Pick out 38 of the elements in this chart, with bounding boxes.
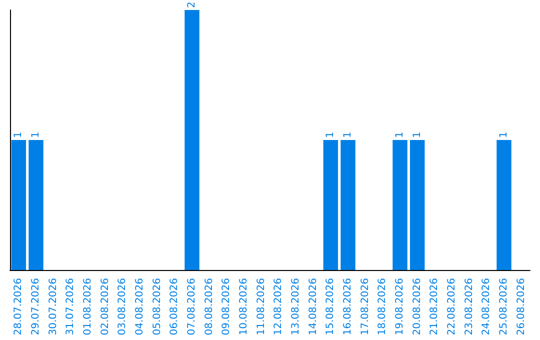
x-tick-label: 15.08.2026 xyxy=(325,278,336,336)
x-tick-label: 29.07.2026 xyxy=(30,278,42,336)
x-tick-label: 03.08.2026 xyxy=(117,278,128,336)
x-tick-label: 26.08.2026 xyxy=(516,278,527,336)
x-tick-label: 10.08.2026 xyxy=(238,278,250,336)
x-tick-label: 16.08.2026 xyxy=(342,278,354,336)
x-tick-label: 07.08.2026 xyxy=(186,278,198,336)
x-tick-label: 28.07.2026 xyxy=(13,278,24,336)
x-tick-label: 25.08.2026 xyxy=(498,278,510,336)
x-tick-label: 06.08.2026 xyxy=(169,278,180,336)
x-tick-label: 30.07.2026 xyxy=(48,278,59,336)
x-tick-label: 23.08.2026 xyxy=(464,278,475,336)
x-tick-label: 22.08.2026 xyxy=(446,278,458,336)
data-label: 1 xyxy=(394,132,406,138)
x-tick-label: 12.08.2026 xyxy=(273,278,284,336)
x-tick-label: 09.08.2026 xyxy=(221,278,232,336)
data-label: 1 xyxy=(30,132,42,138)
x-tick-label: 17.08.2026 xyxy=(360,278,371,336)
x-tick-label: 14.08.2026 xyxy=(308,278,319,336)
x-tick-label: 05.08.2026 xyxy=(152,278,163,336)
x-tick-label: 18.08.2026 xyxy=(377,278,388,336)
data-label: 1 xyxy=(412,132,423,138)
data-label: 1 xyxy=(325,132,336,138)
x-tick-label: 11.08.2026 xyxy=(256,278,267,336)
x-tick-label: 13.08.2026 xyxy=(290,278,302,336)
x-tick-label: 31.07.2026 xyxy=(65,278,76,336)
x-tick-label: 08.08.2026 xyxy=(204,278,215,336)
data-label: 1 xyxy=(342,132,354,138)
data-label: 1 xyxy=(13,132,24,138)
x-tick-label: 19.08.2026 xyxy=(394,278,406,336)
x-tick-label: 21.08.2026 xyxy=(429,278,440,336)
x-tick-label: 01.08.2026 xyxy=(82,278,94,336)
x-tick-label: 24.08.2026 xyxy=(481,278,492,336)
x-tick-label: 04.08.2026 xyxy=(134,278,146,336)
x-tick-label: 02.08.2026 xyxy=(100,278,111,336)
data-label: 1 xyxy=(498,132,510,138)
x-tick-label: 20.08.2026 xyxy=(412,278,423,336)
data-label: 2 xyxy=(186,2,198,8)
